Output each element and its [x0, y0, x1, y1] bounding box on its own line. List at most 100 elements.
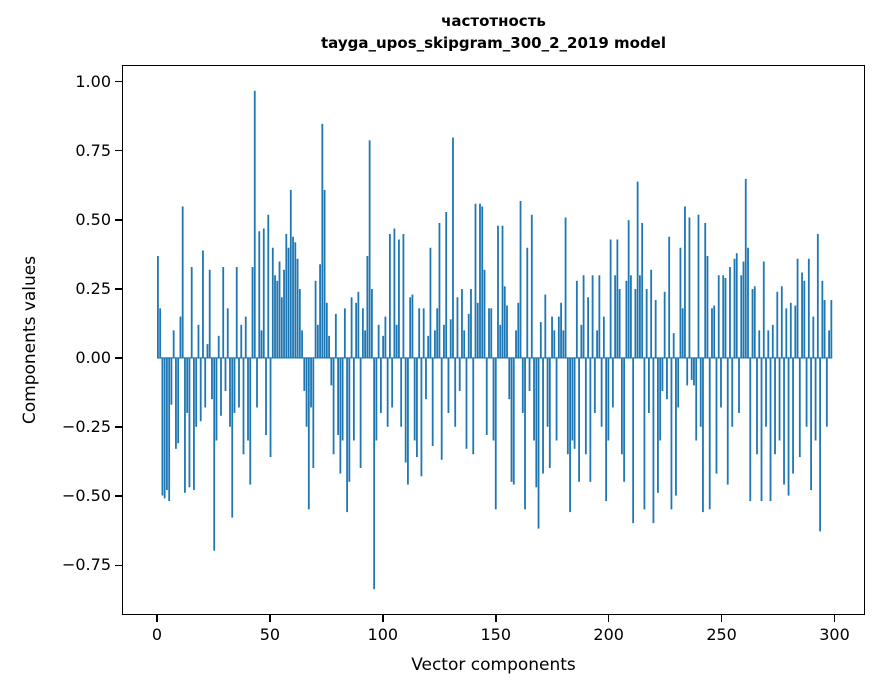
- bar: [467, 313, 470, 358]
- bar: [807, 258, 810, 358]
- bar: [765, 357, 767, 427]
- bar: [749, 357, 752, 502]
- bar: [654, 300, 657, 358]
- y-tick-label: 0.75: [75, 140, 111, 160]
- bar: [825, 357, 828, 427]
- bar: [713, 305, 716, 358]
- bar: [388, 233, 391, 358]
- bar: [722, 275, 725, 358]
- bar: [501, 225, 504, 358]
- bar: [181, 206, 184, 358]
- bar: [569, 357, 571, 513]
- bar: [645, 289, 648, 358]
- bar: [776, 291, 779, 358]
- bar: [663, 291, 666, 358]
- bar: [445, 211, 448, 358]
- bar: [670, 357, 673, 510]
- bar: [175, 357, 177, 449]
- bar: [377, 324, 380, 358]
- bar: [235, 267, 238, 358]
- bar: [258, 231, 261, 358]
- bar: [587, 297, 590, 358]
- bar: [535, 357, 538, 488]
- bar: [206, 344, 209, 358]
- bar: [195, 357, 198, 427]
- bar: [771, 324, 774, 358]
- bar: [528, 357, 531, 391]
- bar: [184, 357, 186, 493]
- bar: [386, 357, 389, 427]
- bar: [476, 302, 479, 358]
- bar: [346, 357, 349, 513]
- bar: [515, 330, 517, 358]
- bar: [190, 267, 193, 358]
- bar: [398, 239, 400, 358]
- bar: [224, 357, 227, 391]
- bar: [634, 289, 637, 358]
- bar: [276, 280, 279, 358]
- bar: [803, 280, 806, 358]
- bar: [249, 357, 252, 485]
- bar: [668, 236, 671, 358]
- bar: [729, 267, 731, 358]
- bar: [303, 357, 306, 391]
- bar: [465, 357, 468, 449]
- bar: [325, 302, 328, 358]
- bar: [787, 357, 790, 496]
- bar: [602, 316, 605, 358]
- bar: [600, 357, 603, 427]
- bar: [416, 357, 418, 458]
- bar: [186, 357, 189, 413]
- bar: [785, 308, 788, 358]
- bar: [242, 357, 245, 455]
- bar: [557, 316, 560, 358]
- y-tick-mark: [115, 80, 122, 83]
- bar: [343, 308, 346, 358]
- bar: [274, 275, 276, 358]
- bar: [177, 357, 180, 444]
- bar: [391, 357, 394, 408]
- y-tick-mark: [115, 149, 122, 152]
- bar: [289, 189, 292, 358]
- x-tick-mark: [607, 615, 610, 622]
- bar: [805, 357, 808, 427]
- bar: [747, 247, 749, 358]
- bar: [470, 289, 472, 358]
- bar: [641, 222, 644, 358]
- bar: [458, 357, 461, 391]
- bar: [440, 357, 443, 460]
- x-tick-label: 300: [819, 625, 850, 644]
- bar: [693, 357, 695, 386]
- bar: [278, 261, 281, 358]
- bar: [591, 275, 594, 358]
- bar: [222, 267, 225, 358]
- bar: [332, 357, 335, 455]
- bar: [555, 357, 558, 441]
- bar: [769, 357, 772, 502]
- x-tick-mark: [269, 615, 271, 622]
- bar: [508, 357, 511, 400]
- bar: [702, 357, 704, 513]
- bar: [294, 242, 297, 358]
- bar: [636, 181, 639, 358]
- bar: [199, 357, 202, 422]
- bar: [193, 357, 195, 491]
- bar: [337, 357, 339, 436]
- y-tick-label: 0.25: [75, 278, 111, 298]
- bar: [778, 357, 781, 441]
- bar: [168, 357, 171, 502]
- bar: [208, 269, 211, 358]
- bar: [461, 289, 463, 358]
- bar: [706, 256, 709, 358]
- bar: [738, 357, 740, 413]
- bar: [675, 357, 677, 496]
- bar: [229, 357, 231, 427]
- bar: [704, 222, 707, 358]
- bar: [188, 357, 191, 488]
- chart-title-line1: частотность: [441, 12, 546, 30]
- bar: [677, 357, 680, 408]
- y-tick-label: −0.25: [61, 417, 111, 437]
- bar: [614, 275, 617, 358]
- bar: [370, 289, 373, 358]
- bar: [598, 275, 601, 358]
